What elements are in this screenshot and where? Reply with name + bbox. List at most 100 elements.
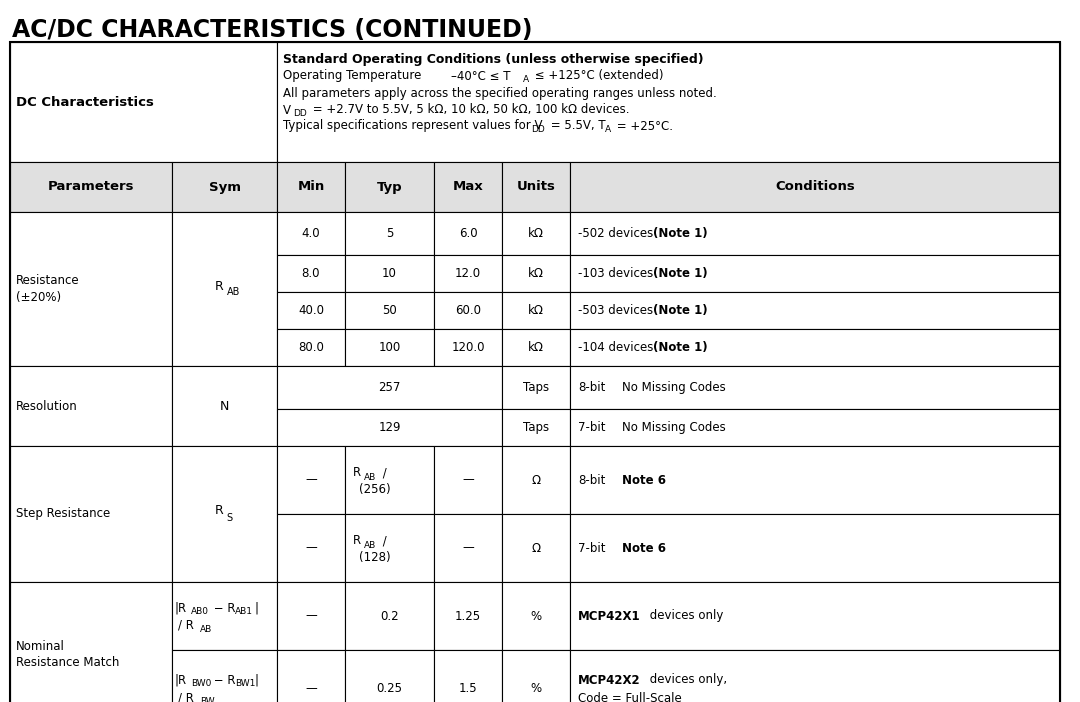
Text: Nominal: Nominal [16, 640, 65, 654]
Bar [10, 366, 172, 446]
Bar [276, 162, 345, 212]
Text: A: A [605, 126, 611, 135]
Bar [502, 409, 570, 446]
Text: Taps: Taps [523, 381, 549, 394]
Text: /: / [379, 467, 387, 479]
Text: Step Resistance: Step Resistance [16, 508, 110, 520]
Text: 257: 257 [378, 381, 401, 394]
Text: (±20%): (±20%) [16, 291, 62, 303]
Text: |: | [254, 673, 258, 687]
Text: − R: − R [210, 673, 235, 687]
Text: 7-bit: 7-bit [578, 421, 606, 434]
Text: Standard Operating Conditions (unless otherwise specified): Standard Operating Conditions (unless ot… [283, 53, 704, 67]
Text: MCP42X2: MCP42X2 [578, 673, 640, 687]
Text: 50: 50 [382, 304, 396, 317]
Bar [345, 582, 434, 650]
Text: Operating Temperature: Operating Temperature [283, 69, 421, 83]
Text: —: — [306, 474, 316, 486]
Text: -502 devices: -502 devices [578, 227, 657, 240]
Text: (128): (128) [359, 550, 391, 564]
Text: Typ: Typ [377, 180, 403, 194]
Bar [172, 582, 276, 650]
Bar [276, 582, 345, 650]
Text: —: — [306, 541, 316, 555]
Bar [502, 162, 570, 212]
Bar [172, 162, 276, 212]
Text: DD: DD [293, 110, 307, 119]
Text: No Missing Codes: No Missing Codes [622, 421, 726, 434]
Bar [10, 446, 172, 582]
Bar [276, 409, 502, 446]
Bar [570, 650, 1059, 702]
Text: 100: 100 [378, 341, 401, 354]
Bar [345, 162, 434, 212]
Text: %: % [530, 682, 541, 696]
Bar [172, 650, 276, 702]
Bar [570, 409, 1059, 446]
Text: Code = Full-Scale: Code = Full-Scale [578, 691, 681, 702]
Text: N: N [220, 399, 229, 413]
Text: Resistance Match: Resistance Match [16, 656, 120, 670]
Text: 7-bit: 7-bit [578, 541, 606, 555]
Text: BW1: BW1 [235, 680, 255, 689]
Text: V: V [283, 103, 291, 117]
Text: (Note 1): (Note 1) [653, 341, 708, 354]
Bar [502, 446, 570, 514]
Bar [276, 446, 345, 514]
Text: R: R [353, 467, 361, 479]
Text: R: R [353, 534, 361, 548]
Text: S: S [227, 513, 232, 523]
Bar [276, 212, 345, 255]
Text: Taps: Taps [523, 421, 549, 434]
Text: —: — [462, 474, 474, 486]
Text: AB: AB [364, 472, 376, 482]
Bar [570, 255, 1059, 292]
Text: -103 devices: -103 devices [578, 267, 657, 280]
Text: kΩ: kΩ [528, 227, 544, 240]
Bar [276, 329, 345, 366]
Bar [10, 212, 172, 366]
Text: Note 6: Note 6 [622, 541, 666, 555]
Text: R: R [215, 279, 224, 293]
Text: kΩ: kΩ [528, 267, 544, 280]
Text: 4.0: 4.0 [301, 227, 321, 240]
Text: —: — [462, 541, 474, 555]
Text: A: A [523, 76, 529, 84]
Text: 10: 10 [382, 267, 397, 280]
Text: AB: AB [364, 541, 376, 550]
Bar [434, 162, 502, 212]
Text: − R: − R [210, 602, 235, 614]
Text: 1.5: 1.5 [459, 682, 477, 696]
Bar [276, 42, 1059, 162]
Bar [345, 514, 434, 582]
Text: (Note 1): (Note 1) [653, 267, 708, 280]
Bar [434, 329, 502, 366]
Bar [502, 514, 570, 582]
Text: / R: / R [178, 618, 194, 632]
Text: 120.0: 120.0 [451, 341, 485, 354]
Bar [345, 650, 434, 702]
Bar [276, 514, 345, 582]
Text: / R: / R [178, 691, 194, 702]
Text: -104 devices: -104 devices [578, 341, 657, 354]
Text: 60.0: 60.0 [455, 304, 481, 317]
Text: Ω: Ω [531, 541, 541, 555]
Text: devices only: devices only [646, 609, 724, 623]
Text: 6.0: 6.0 [459, 227, 477, 240]
Text: = +25°C.: = +25°C. [613, 119, 673, 133]
Text: Conditions: Conditions [775, 180, 855, 194]
Text: —: — [306, 609, 316, 623]
Text: (256): (256) [359, 482, 391, 496]
Text: BW: BW [200, 698, 215, 702]
Text: Ω: Ω [531, 474, 541, 486]
Bar [276, 292, 345, 329]
Text: 0.2: 0.2 [380, 609, 399, 623]
Bar [502, 212, 570, 255]
Bar [10, 42, 276, 162]
Text: —: — [306, 682, 316, 696]
Text: 80.0: 80.0 [298, 341, 324, 354]
Text: –40°C ≤ T: –40°C ≤ T [451, 69, 511, 83]
Text: Units: Units [516, 180, 555, 194]
Text: Min: Min [297, 180, 325, 194]
Text: Sym: Sym [208, 180, 241, 194]
